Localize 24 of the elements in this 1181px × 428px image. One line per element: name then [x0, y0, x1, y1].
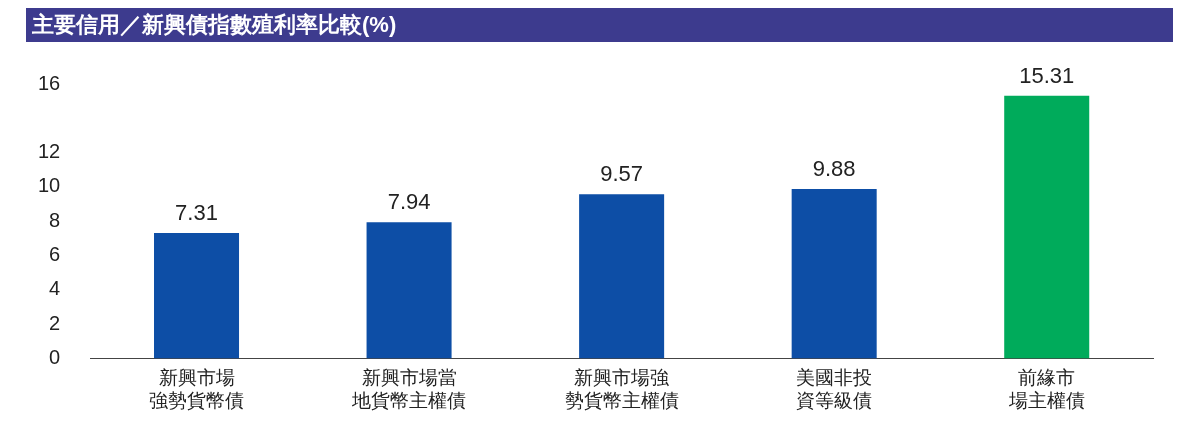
y-tick-label: 8 [49, 208, 61, 231]
y-tick-label: 16 [38, 71, 61, 94]
data-label: 7.94 [387, 189, 431, 215]
x-tick-label: 新興市場當地貨幣主權債 [351, 367, 467, 411]
y-tick-label: 10 [38, 174, 61, 197]
bar [579, 194, 665, 359]
x-tick-label: 前緣市場主權債 [1007, 367, 1085, 411]
bar [154, 233, 240, 359]
bar [791, 188, 877, 359]
data-label: 9.57 [600, 161, 644, 187]
data-label: 15.31 [1019, 62, 1075, 88]
bar [1004, 95, 1090, 359]
y-tick-label: 0 [49, 345, 61, 368]
bar [366, 222, 452, 359]
x-tick-label: 新興市場強勢貨幣主權債 [564, 367, 679, 411]
y-tick-label: 2 [49, 311, 61, 334]
chart-title: 主要信用／新興債指數殖利率比較(%) [26, 8, 1173, 42]
x-tick-label: 美國非投資等級債 [796, 367, 873, 411]
y-tick-label: 6 [49, 243, 61, 266]
data-label: 9.88 [812, 156, 856, 182]
y-tick-label: 4 [49, 277, 61, 300]
y-tick-label: 12 [38, 140, 61, 163]
data-label: 7.31 [175, 200, 218, 226]
x-tick-label: 新興市場強勢貨幣債 [149, 367, 245, 411]
